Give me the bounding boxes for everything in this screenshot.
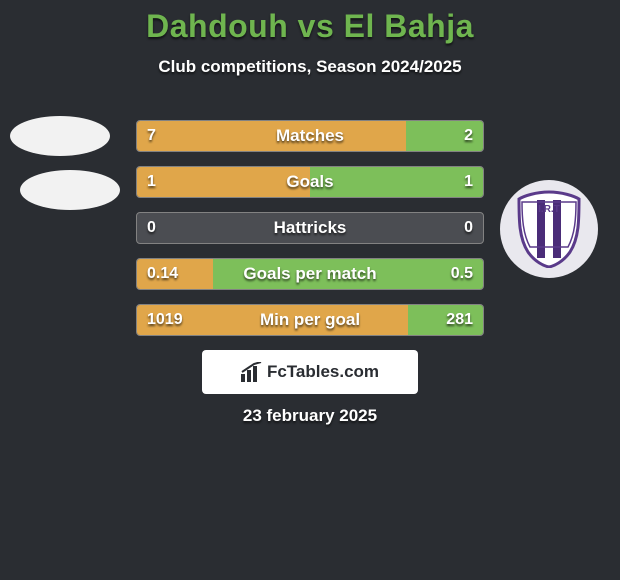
page-title: Dahdouh vs El Bahja bbox=[0, 0, 620, 45]
club-badge-circle: I.R.T bbox=[500, 180, 598, 278]
stat-row: 0.140.5Goals per match bbox=[136, 258, 484, 290]
footer-brand-box: FcTables.com bbox=[202, 350, 418, 394]
generation-date: 23 february 2025 bbox=[0, 406, 620, 426]
stats-block: 72Matches 11Goals 00Hattricks 0.140.5Goals … bbox=[136, 120, 484, 350]
player-avatar-left-1 bbox=[10, 116, 110, 156]
stat-label: Goals bbox=[137, 167, 483, 198]
stat-label: Hattricks bbox=[137, 213, 483, 244]
stat-label: Min per goal bbox=[137, 305, 483, 336]
stat-label: Goals per match bbox=[137, 259, 483, 290]
club-badge-right: I.R.T bbox=[500, 180, 598, 292]
comparison-infographic: Dahdouh vs El Bahja Club competitions, S… bbox=[0, 0, 620, 580]
footer-brand-text: FcTables.com bbox=[267, 362, 379, 382]
stat-row: 11Goals bbox=[136, 166, 484, 198]
player-avatar-left-2 bbox=[20, 170, 120, 210]
page-subtitle: Club competitions, Season 2024/2025 bbox=[0, 57, 620, 77]
stat-row: 72Matches bbox=[136, 120, 484, 152]
stat-row: 00Hattricks bbox=[136, 212, 484, 244]
shield-icon: I.R.T bbox=[516, 190, 582, 268]
bar-chart-icon bbox=[241, 362, 263, 382]
stat-row: 1019281Min per goal bbox=[136, 304, 484, 336]
stat-label: Matches bbox=[137, 121, 483, 152]
svg-text:I.R.T: I.R.T bbox=[538, 204, 560, 215]
